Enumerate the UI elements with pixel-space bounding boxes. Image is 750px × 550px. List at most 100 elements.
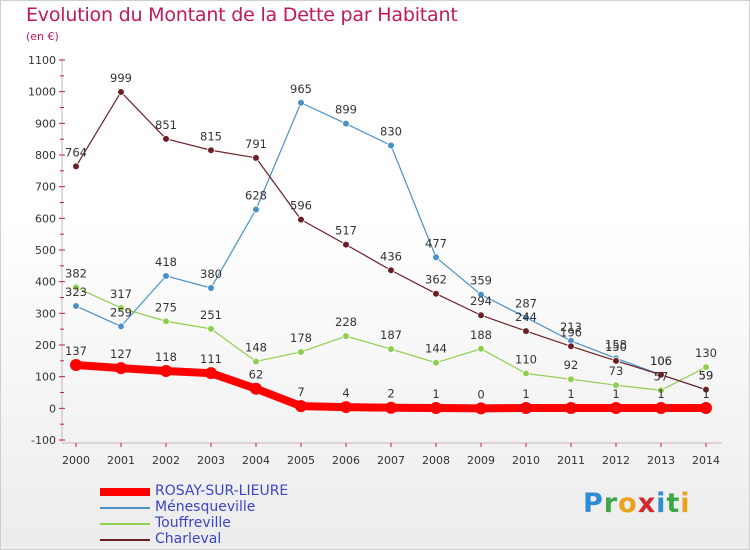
- data-label: 830: [380, 125, 402, 139]
- y-tick-label: 0: [49, 402, 56, 415]
- logo-letter: i: [656, 488, 667, 519]
- data-label: 851: [155, 118, 177, 132]
- data-label: 150: [605, 340, 627, 354]
- data-point: [207, 146, 215, 155]
- data-point: [610, 402, 622, 415]
- data-point: [387, 141, 395, 150]
- data-point: [297, 98, 305, 107]
- data-label: 1: [522, 387, 529, 401]
- data-label: 0: [477, 387, 484, 401]
- data-label: 1: [612, 387, 619, 401]
- data-point: [205, 367, 217, 380]
- data-label: 130: [695, 346, 717, 360]
- y-tick-label: 300: [35, 307, 56, 320]
- data-point: [342, 119, 350, 128]
- data-point: [297, 348, 305, 356]
- data-label: 359: [470, 274, 492, 288]
- y-tick-label: 800: [35, 149, 56, 162]
- data-point: [252, 154, 260, 162]
- y-tick-label: 1100: [28, 54, 56, 67]
- data-point: [567, 375, 575, 384]
- legend-item: Ménesqueville: [100, 499, 320, 516]
- legend-swatch: [100, 488, 150, 496]
- legend-label: Touffreville: [155, 515, 231, 531]
- legend-label: Ménesqueville: [155, 499, 256, 515]
- x-tick-label: 2002: [152, 454, 180, 467]
- x-tick-label: 2006: [332, 454, 360, 467]
- x-tick-label: 2001: [107, 454, 135, 467]
- data-point: [117, 88, 125, 96]
- data-label: 7: [297, 385, 304, 399]
- data-label: 106: [650, 354, 672, 368]
- data-label: 137: [65, 344, 87, 358]
- legend-swatch: [100, 507, 150, 509]
- data-label: 148: [245, 340, 267, 354]
- data-point: [117, 322, 125, 331]
- data-label: 287: [515, 296, 537, 310]
- data-label: 382: [65, 266, 87, 280]
- legend-label: Charleval: [155, 531, 222, 547]
- data-point: [520, 402, 532, 415]
- data-point: [295, 400, 307, 413]
- data-label: 62: [249, 368, 264, 382]
- legend-item: Touffreville: [100, 515, 320, 532]
- x-tick-label: 2004: [242, 454, 270, 467]
- data-point: [162, 272, 170, 280]
- data-point: [340, 401, 352, 414]
- x-tick-label: 2008: [422, 454, 450, 467]
- data-label: 144: [425, 342, 447, 356]
- data-point: [342, 240, 350, 249]
- data-label: 418: [155, 255, 177, 269]
- legend: ROSAY-SUR-LIEURE Ménesqueville Touffrevill…: [100, 483, 320, 548]
- data-point: [385, 401, 397, 414]
- chart-subtitle: (en €): [26, 30, 59, 43]
- data-label: 118: [155, 350, 177, 364]
- data-label: 1: [657, 387, 664, 401]
- x-tick-label: 2000: [62, 454, 90, 467]
- data-label: 73: [609, 364, 624, 378]
- data-label: 110: [515, 353, 537, 367]
- data-point: [702, 363, 710, 371]
- data-point: [612, 381, 620, 390]
- data-point: [567, 342, 575, 351]
- data-point: [342, 332, 350, 340]
- data-label: 764: [65, 145, 87, 159]
- logo-letter: P: [583, 488, 604, 519]
- x-tick-label: 2014: [692, 454, 720, 467]
- data-label: 187: [380, 328, 402, 342]
- data-label: 92: [564, 358, 579, 372]
- data-point: [432, 289, 440, 298]
- data-label: 158: [605, 337, 627, 351]
- data-label: 965: [290, 82, 312, 96]
- data-point: [432, 358, 440, 367]
- y-tick-label: 600: [35, 212, 56, 225]
- y-tick-label: 900: [35, 117, 56, 130]
- data-label: 1: [702, 387, 709, 401]
- logo-letter: o: [618, 488, 638, 519]
- x-tick-label: 2013: [647, 454, 675, 467]
- data-label: 111: [200, 352, 222, 366]
- data-point: [207, 284, 215, 292]
- data-point: [160, 364, 172, 377]
- logo-letter: t: [666, 488, 681, 519]
- data-point: [565, 402, 577, 415]
- data-label: 628: [245, 188, 267, 202]
- proxiti-logo: Proxiti: [583, 488, 691, 519]
- data-point: [657, 370, 665, 379]
- logo-letter: r: [603, 488, 619, 519]
- y-tick-label: 700: [35, 181, 56, 194]
- legend-swatch: [100, 523, 150, 525]
- data-point: [72, 302, 80, 310]
- data-label: 178: [290, 331, 312, 345]
- data-point: [72, 162, 80, 171]
- x-tick-label: 2007: [377, 454, 405, 467]
- data-label: 323: [65, 285, 87, 299]
- data-label: 59: [699, 369, 714, 383]
- data-label: 59: [699, 369, 714, 383]
- chart-title: Evolution du Montant de la Dette par Hab…: [26, 4, 458, 26]
- data-label: 477: [425, 236, 447, 250]
- data-label: 251: [200, 308, 222, 322]
- data-point: [612, 357, 620, 365]
- data-label: 1: [567, 387, 574, 401]
